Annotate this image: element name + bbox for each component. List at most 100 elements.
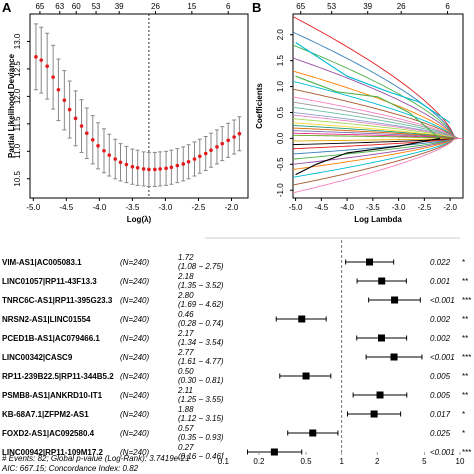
forest-row-pvalue: 0.005	[430, 391, 451, 400]
panel-a-y-tick-label: 12.0	[13, 88, 22, 104]
forest-row-ci: (1.35 − 3.52)	[178, 281, 224, 290]
forest-row-ci: (1.08 − 2.75)	[178, 262, 224, 271]
panel-b-coef-path	[293, 132, 463, 139]
panel-a-point	[45, 64, 49, 68]
forest-x-tick-label: 0.2	[253, 457, 265, 466]
panel-b-coef-path-emphasized	[295, 42, 451, 124]
forest-row-n: (N=240)	[120, 448, 149, 457]
forest-hr-marker	[366, 258, 374, 266]
panel-b-x-tick-label: -5.0	[289, 203, 303, 212]
forest-row-pvalue: <0.001	[430, 353, 455, 362]
forest-row-n: (N=240)	[120, 372, 149, 381]
panel-b-x-tick-label: -3.0	[392, 203, 406, 212]
forest-row-pvalue: 0.002	[430, 315, 451, 324]
forest-row-hr: 0.57	[178, 424, 194, 433]
panel-a-y-tick-label: 10.5	[13, 170, 22, 186]
forest-row-n: (N=240)	[120, 334, 149, 343]
forest-row-label: PCED1B-AS1|AC079466.1	[2, 334, 100, 343]
forest-row-pvalue: <0.001	[430, 448, 455, 457]
panel-a-point	[79, 124, 84, 128]
panel-a-point	[56, 87, 61, 92]
forest-row-stars: *	[462, 258, 465, 267]
panel-a-point	[130, 164, 135, 169]
panel-a-top-tick-label: 15	[187, 2, 196, 11]
panel-a-point	[73, 116, 78, 121]
panel-b-coef-path	[293, 137, 463, 150]
panel-b-plot-frame	[292, 13, 464, 199]
forest-row-ci: (1.12 − 3.15)	[178, 414, 224, 423]
forest-row-n: (N=240)	[120, 410, 149, 419]
panel-a-top-tick-label: 39	[115, 2, 124, 11]
forest-row-pvalue: 0.022	[430, 258, 451, 267]
panel-a-x-tick-label: -3.5	[125, 203, 139, 212]
panel-b-coef-path	[293, 16, 463, 139]
panel-a-x-axis-label: Log(λ)	[127, 215, 152, 224]
panel-b-top-tick-label: 6	[445, 2, 450, 11]
forest-row-ci: (0.30 − 0.81)	[178, 376, 224, 385]
panel-b-coef-path-emphasized	[295, 137, 440, 176]
panel-a-point	[147, 167, 151, 172]
forest-hr-marker	[302, 372, 310, 380]
forest-hr-marker	[298, 315, 306, 323]
panel-b-coef-path	[293, 137, 463, 155]
panel-a-point	[203, 151, 208, 156]
forest-row-ci: (1.61 − 4.77)	[178, 357, 224, 366]
forest-hr-marker	[270, 448, 278, 456]
panel-b-coef-path	[293, 114, 463, 139]
panel-b-y-tick-label: -1.0	[276, 183, 285, 197]
forest-row-stars: ***	[462, 448, 471, 457]
panel-b-coef-path	[293, 137, 463, 160]
panel-a-point	[124, 162, 129, 167]
forest-row-ci: (0.28 − 0.74)	[178, 319, 224, 328]
forest-row-pvalue: 0.017	[430, 410, 451, 419]
panel-a-point	[209, 148, 213, 153]
panel-b-coef-path	[293, 57, 463, 139]
panel-a-y-tick-label: 12.5	[13, 61, 22, 77]
panel-a-x-tick-label: -4.0	[92, 203, 106, 212]
panel-a-point	[197, 154, 202, 159]
forest-row-label: PSMB8-AS1|ANKRD10-IT1	[2, 391, 103, 400]
panel-b-coef-path	[293, 130, 463, 139]
panel-a-point	[113, 157, 118, 161]
panel-a-top-tick-label: 60	[72, 2, 81, 11]
panel-b-coef-path	[293, 137, 463, 186]
panel-b-x-tick-label: -2.0	[443, 203, 457, 212]
panel-a-cv-deviance: A Partial Likelihood Deviance Log(λ) -5.…	[2, 0, 249, 224]
panel-a-point	[102, 148, 106, 153]
forest-row-stars: **	[462, 372, 468, 381]
forest-x-tick-label: 1	[339, 457, 344, 466]
forest-row-hr: 1.88	[178, 405, 194, 414]
forest-row-ci: (1.69 − 4.62)	[178, 300, 224, 309]
forest-row-label: KB-68A7.1|ZFPM2-AS1	[2, 410, 89, 419]
panel-a-point	[90, 137, 95, 142]
forest-row-stars: ***	[462, 296, 471, 305]
panel-b-coef-path	[293, 137, 463, 165]
forest-row-stars: ***	[462, 353, 471, 362]
panel-b-coef-path	[293, 101, 463, 139]
forest-row-stars: *	[462, 429, 465, 438]
panel-b-top-tick-label: 65	[296, 2, 305, 11]
forest-row-hr: 0.27	[178, 443, 194, 452]
forest-row-pvalue: 0.025	[430, 429, 451, 438]
panel-b-top-tick-label: 39	[363, 2, 372, 11]
forest-row-hr: 2.11	[177, 386, 193, 395]
panel-b-coef-path	[293, 88, 463, 139]
panel-a-point	[186, 159, 191, 164]
forest-row-label: NRSN2-AS1|LINC01554	[2, 315, 91, 324]
panel-a-label: A	[2, 0, 12, 15]
forest-row-hr: 2.17	[177, 329, 194, 338]
forest-row-stars: **	[462, 391, 468, 400]
panel-a-top-tick-label: 63	[55, 2, 64, 11]
forest-row-n: (N=240)	[120, 353, 149, 362]
panel-a-top-tick-label: 65	[35, 2, 44, 11]
panel-a-point	[220, 141, 225, 146]
forest-row-pvalue: <0.001	[430, 296, 455, 305]
panel-a-point	[118, 160, 123, 165]
forest-x-tick-label: 10	[456, 457, 465, 466]
forest-row-label: FOXD2-AS1|AC092580.4	[2, 429, 95, 438]
panel-a-point	[51, 75, 55, 79]
panel-a-top-tick-label: 53	[92, 2, 101, 11]
panel-b-top-tick-label: 53	[327, 2, 336, 11]
panel-a-x-tick-label: -2.0	[225, 203, 239, 212]
panel-b-y-tick-label: 1.5	[276, 55, 285, 67]
